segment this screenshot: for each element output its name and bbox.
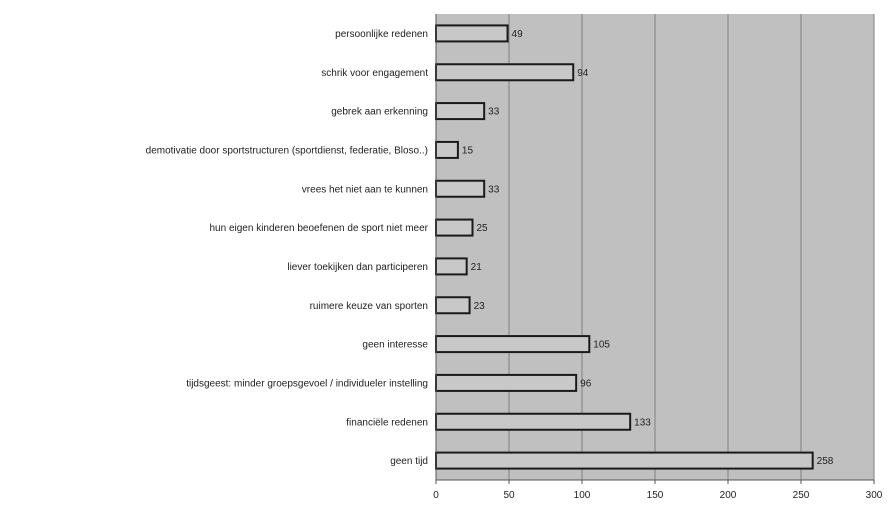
data-label: 133 <box>634 417 651 428</box>
x-tick-label: 0 <box>433 490 439 501</box>
category-labels: persoonlijke redenen schrik voor engageme… <box>146 29 429 467</box>
x-tick-label: 250 <box>793 490 810 501</box>
x-tick-label: 50 <box>503 490 515 501</box>
data-label: 258 <box>817 456 834 467</box>
data-label: 33 <box>488 107 500 118</box>
data-label: 33 <box>488 184 500 195</box>
bar <box>435 335 591 354</box>
data-label: 23 <box>474 301 486 312</box>
bar <box>435 102 486 121</box>
bar <box>435 63 575 82</box>
category-label: tijdsgeest: minder groepsgevoel / indivi… <box>186 378 428 389</box>
bar <box>435 451 814 470</box>
data-label: 105 <box>593 340 610 351</box>
bar <box>435 412 632 431</box>
bar <box>435 24 509 43</box>
data-label: 15 <box>462 145 474 156</box>
category-label: geen interesse <box>362 340 428 351</box>
data-label: 49 <box>512 29 524 40</box>
bar <box>435 296 471 315</box>
bar <box>435 373 578 392</box>
data-label: 21 <box>471 262 483 273</box>
category-label: vrees het niet aan te kunnen <box>302 184 428 195</box>
x-tick-label: 150 <box>647 490 664 501</box>
x-tick-label: 300 <box>866 490 883 501</box>
category-label: liever toekijken dan participeren <box>287 262 428 273</box>
bar <box>435 140 459 159</box>
x-tick-label: 200 <box>720 490 737 501</box>
data-label: 94 <box>577 68 589 79</box>
category-label: schrik voor engagement <box>321 68 428 79</box>
data-label: 25 <box>477 223 489 234</box>
data-label: 96 <box>580 378 592 389</box>
category-label: persoonlijke redenen <box>335 29 428 40</box>
category-label: demotivatie door sportstructuren (sportd… <box>146 145 428 156</box>
category-label: geen tijd <box>390 456 428 467</box>
bar <box>435 218 474 237</box>
category-label: financiële redenen <box>346 417 428 428</box>
category-label: hun eigen kinderen beoefenen de sport ni… <box>210 223 429 234</box>
category-label: gebrek aan erkenning <box>331 107 428 118</box>
value-labels: 49 94 33 15 33 25 21 23 105 96 133 258 <box>462 29 834 467</box>
x-axis: 0 50 100 150 200 250 300 <box>433 14 883 501</box>
x-tick-label: 100 <box>574 490 591 501</box>
bar <box>435 179 486 198</box>
gridlines <box>508 14 875 480</box>
category-label: ruimere keuze van sporten <box>310 301 428 312</box>
bar <box>435 257 468 276</box>
